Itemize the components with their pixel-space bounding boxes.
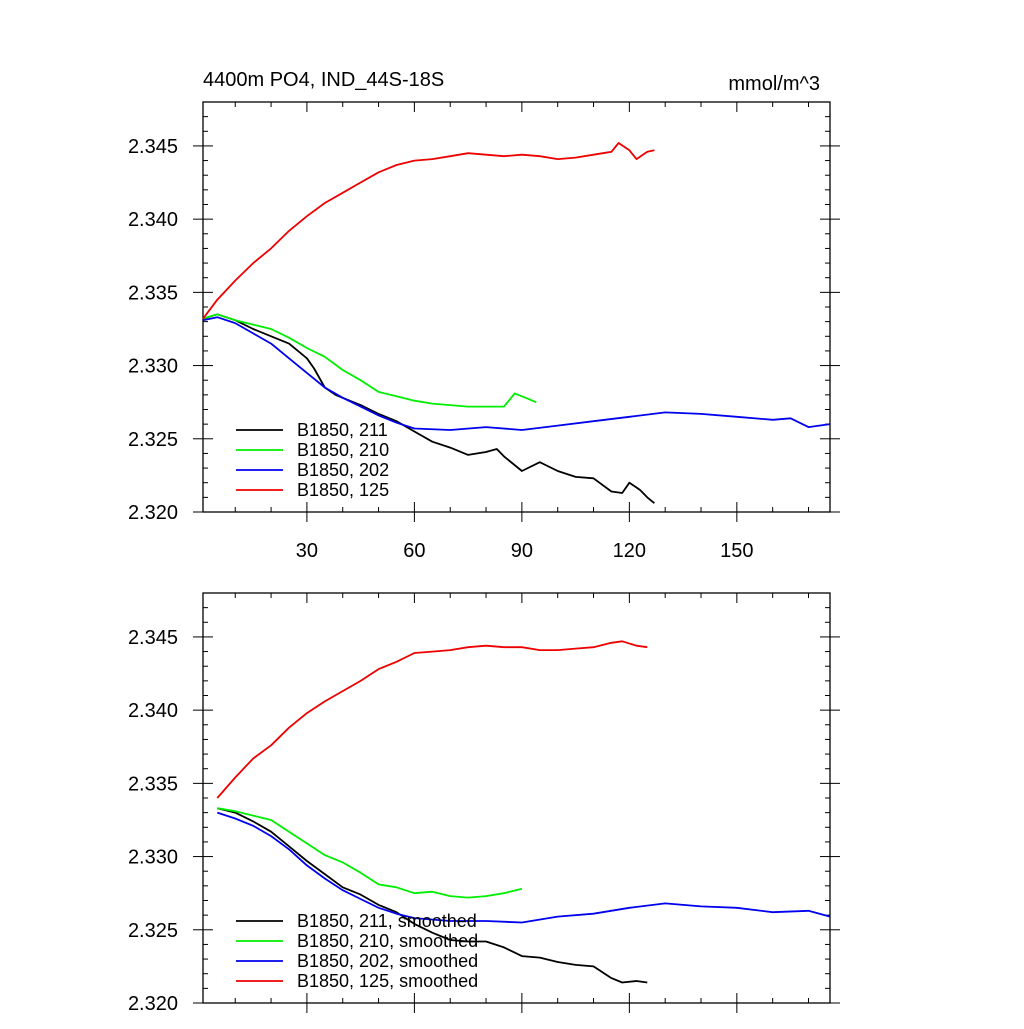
y-tick-label: 2.325 xyxy=(128,429,178,451)
chart-units: mmol/m^3 xyxy=(728,73,820,95)
y-tick-label: 2.325 xyxy=(128,920,178,942)
x-tick-label: 120 xyxy=(613,540,646,562)
y-tick-label: 2.330 xyxy=(128,356,178,378)
legend-label-2: B1850, 210, smoothed xyxy=(297,931,478,951)
chart-title: 4400m PO4, IND_44S-18S xyxy=(203,69,444,91)
legend-label-1: B1850, 211, smoothed xyxy=(297,911,477,931)
x-tick-label: 90 xyxy=(511,540,533,562)
y-tick-label: 2.320 xyxy=(128,502,178,524)
series-line-3 xyxy=(217,811,831,924)
y-tick-label: 2.335 xyxy=(128,773,178,795)
series-line-3 xyxy=(202,316,831,431)
y-tick-label: 2.330 xyxy=(128,847,178,869)
chart-panel-1: 2.320 2.325 2.330 2.335 2.340 2.345 30 60 90 120 1… xyxy=(128,69,840,562)
series-line-2 xyxy=(217,807,523,899)
legend-label-2: B1850, 210 xyxy=(297,440,389,460)
chart-panel-2: 2.320 2.325 2.330 2.335 2.340 2.345 B1850, 211… xyxy=(128,592,840,1015)
x-tick-label: 60 xyxy=(403,540,425,562)
y-tick-label: 2.335 xyxy=(128,282,178,304)
legend-label-4: B1850, 125 xyxy=(297,480,389,500)
y-tick-label: 2.345 xyxy=(128,627,178,649)
x-tick-label: 150 xyxy=(720,540,753,562)
x-tick-label: 30 xyxy=(296,540,318,562)
series-line-4 xyxy=(216,640,648,799)
series-line-4 xyxy=(202,142,655,320)
y-tick-label: 2.340 xyxy=(128,700,178,722)
legend-label-3: B1850, 202 xyxy=(297,460,389,480)
legend-label-3: B1850, 202, smoothed xyxy=(297,951,478,971)
series-line-2 xyxy=(202,313,537,408)
y-tick-label: 2.320 xyxy=(128,993,178,1015)
legend-label-1: B1850, 211 xyxy=(297,420,388,440)
series-line-1 xyxy=(202,313,655,504)
legend-label-4: B1850, 125, smoothed xyxy=(297,971,478,991)
y-tick-label: 2.345 xyxy=(128,136,178,158)
y-tick-label: 2.340 xyxy=(128,209,178,231)
series-line-1 xyxy=(217,807,648,984)
